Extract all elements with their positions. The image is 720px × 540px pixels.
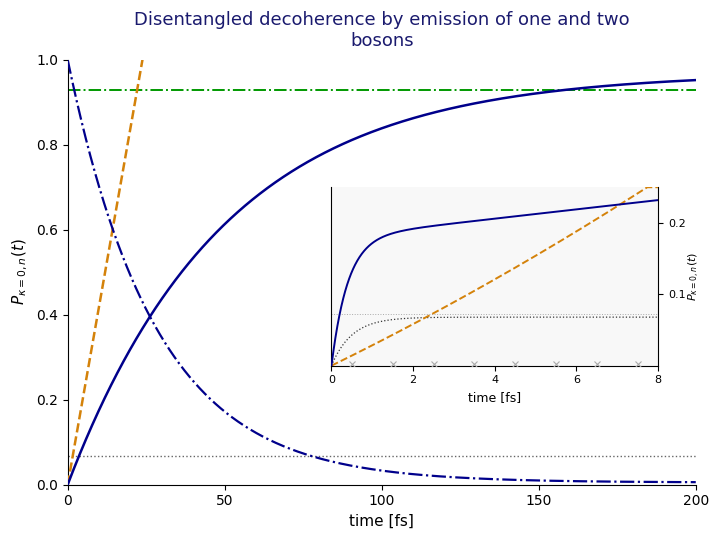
- Y-axis label: $P_{\kappa=0,n}(t)$: $P_{\kappa=0,n}(t)$: [11, 239, 30, 306]
- X-axis label: time [fs]: time [fs]: [349, 514, 414, 529]
- Title: Disentangled decoherence by emission of one and two
bosons: Disentangled decoherence by emission of …: [134, 11, 629, 50]
